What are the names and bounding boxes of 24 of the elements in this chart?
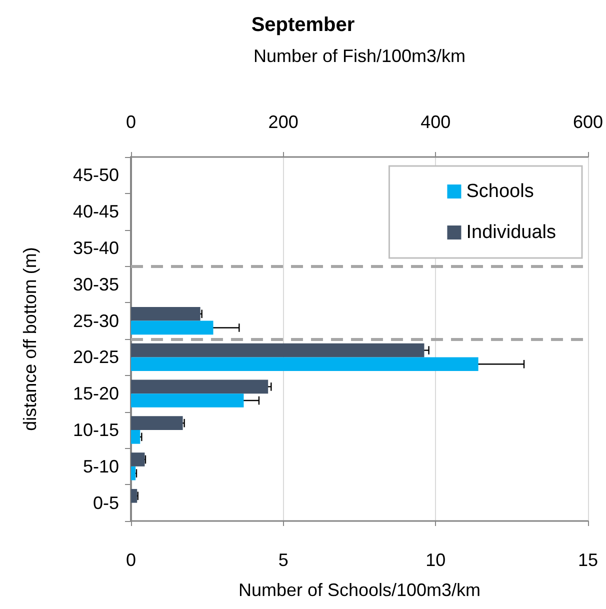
x-tick-label: 5	[278, 550, 288, 570]
x-axis-title: Number of Schools/100m3/km	[238, 580, 481, 600]
y-tick-label: 40-45	[72, 202, 119, 222]
y-tick-label: 5-10	[82, 456, 119, 476]
y-tick-label: 35-40	[72, 238, 119, 258]
x-tick-label: 15	[578, 550, 598, 570]
x2-axis-title: Number of Fish/100m3/km	[253, 46, 466, 66]
x-tick-label: 0	[126, 550, 136, 570]
x2-tick-label: 0	[126, 112, 136, 132]
x2-tick-label: 600	[572, 112, 604, 132]
y-tick-label: 30-35	[72, 274, 119, 294]
chart-title: September	[251, 14, 355, 36]
legend-label: Schools	[466, 181, 534, 202]
y-tick-label: 0-5	[92, 492, 119, 513]
x-tick-label: 10	[426, 550, 446, 570]
x2-tick-label: 400	[420, 112, 451, 132]
y-tick-label: 10-15	[72, 420, 119, 440]
y-tick-label: 45-50	[72, 165, 119, 186]
y-tick-label: 20-25	[72, 347, 119, 368]
y-axis-title: distance off bottom (m)	[20, 247, 40, 431]
y-tick-label: 25-30	[72, 310, 119, 331]
x2-tick-label: 200	[268, 112, 298, 132]
legend-label: Individuals	[466, 222, 556, 243]
y-tick-label: 15-20	[72, 384, 119, 404]
